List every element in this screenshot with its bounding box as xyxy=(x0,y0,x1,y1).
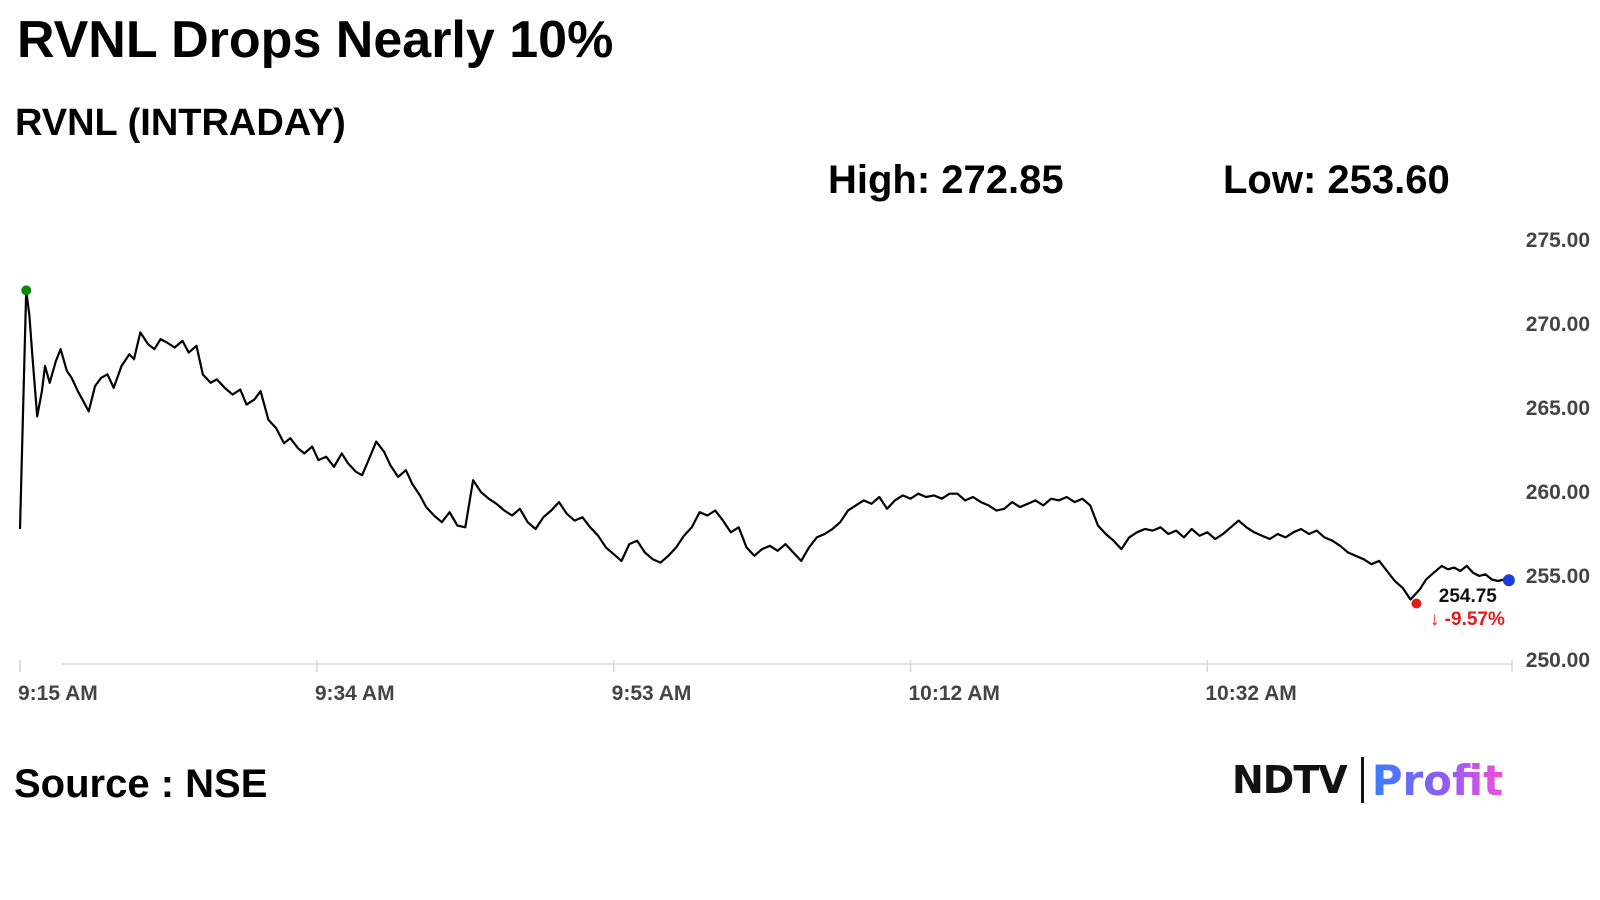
change-percent-label: ↓ -9.57% xyxy=(1430,609,1505,630)
y-tick-label: 250.00 xyxy=(1526,649,1590,672)
x-tick-label: 9:53 AM xyxy=(612,682,692,705)
y-tick-label: 255.00 xyxy=(1526,565,1590,588)
ndtv-profit-logo: NDTV Profit xyxy=(1232,755,1504,805)
x-tick-label: 9:15 AM xyxy=(18,682,98,705)
x-tick-label: 9:34 AM xyxy=(315,682,395,705)
profit-wordmark: Profit xyxy=(1371,755,1504,805)
chart-headline: RVNL Drops Nearly 10% xyxy=(17,11,614,69)
price-line xyxy=(18,289,1510,601)
x-tick-label: 10:32 AM xyxy=(1205,682,1296,705)
y-tick-label: 275.00 xyxy=(1526,229,1590,252)
high-value: High: 272.85 xyxy=(828,158,1064,202)
low-marker xyxy=(1411,598,1422,609)
y-tick-label: 265.00 xyxy=(1526,397,1590,420)
ndtv-wordmark: NDTV xyxy=(1232,758,1348,802)
source-note: Source : NSE xyxy=(14,762,268,806)
y-tick-label: 270.00 xyxy=(1526,313,1590,336)
y-tick-label: 260.00 xyxy=(1526,481,1590,504)
x-axis: 9:15 AM 9:34 AM 9:53 AM 10:12 AM 10:32 AM xyxy=(18,660,1513,705)
low-value: Low: 253.60 xyxy=(1223,158,1450,202)
intraday-line-chart: 275.00 270.00 265.00 260.00 255.00 250.00 9:1… xyxy=(18,229,1590,705)
chart-subtitle: RVNL (INTRADAY) xyxy=(15,102,346,144)
last-price-label: 254.75 xyxy=(1439,586,1498,607)
logo-divider xyxy=(1360,757,1364,803)
y-axis: 275.00 270.00 265.00 260.00 255.00 250.00 xyxy=(1526,229,1590,672)
last-price-marker xyxy=(1502,574,1515,587)
start-marker xyxy=(21,285,32,296)
x-tick-label: 10:12 AM xyxy=(909,682,1000,705)
